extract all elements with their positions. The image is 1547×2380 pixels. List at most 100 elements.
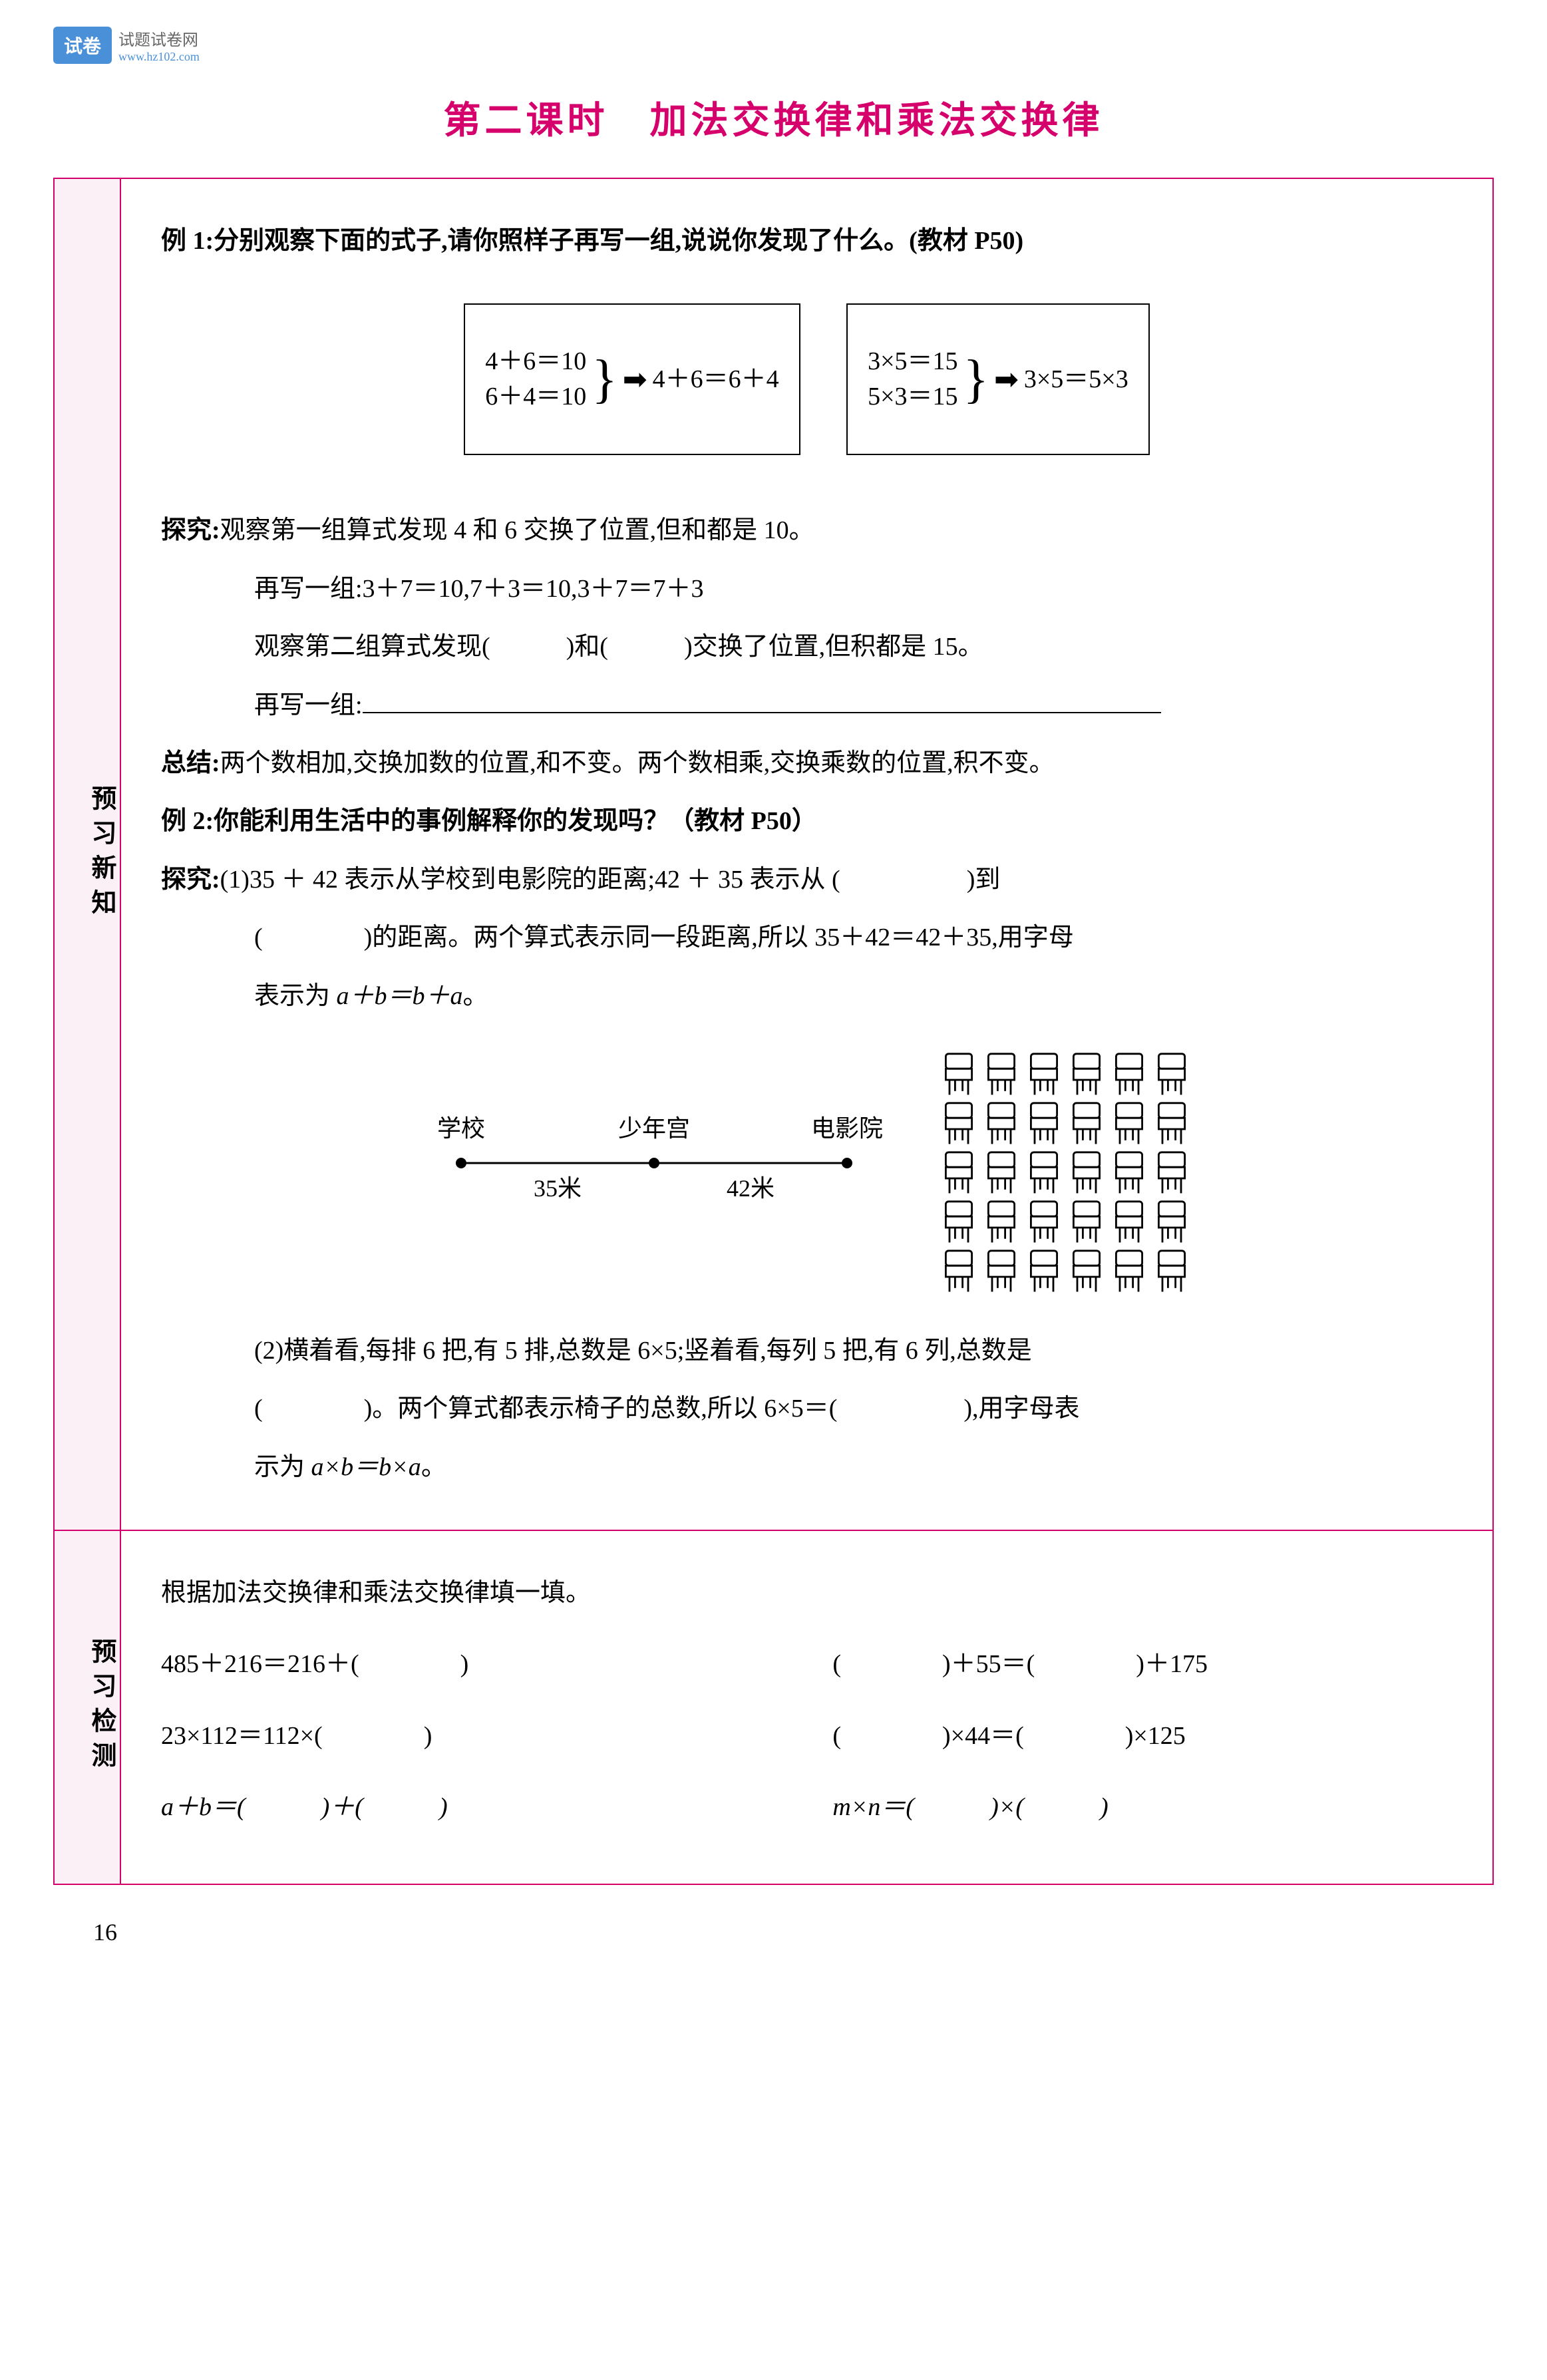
example1-heading: 例 1: (161, 227, 214, 255)
arrow-icon: ➡ (994, 346, 1019, 413)
inquiry2-label: 探究: (161, 866, 220, 894)
part2b: ( )。两个算式都表示椅子的总数,所以 6×5＝( ),用字母表 (161, 1380, 1453, 1438)
header-logo: 试卷 试题试卷网 www.hz102.com (53, 27, 1494, 64)
section-row-preview-new: 预习新知 例 1:分别观察下面的式子,请你照样子再写一组,说说你发现了什么。(教… (54, 178, 1493, 1530)
brace-group-2: 3×5＝15 5×3＝15 } ➡ 3×5＝5×3 (868, 318, 1128, 440)
content-preview-new: 例 1:分别观察下面的式子,请你照样子再写一组,说说你发现了什么。(教材 P50… (120, 178, 1493, 1530)
chair-icon (1068, 1249, 1105, 1293)
brace-icon: } (963, 318, 989, 440)
section-label-preview-test: 预习检测 (54, 1530, 120, 1884)
chair-icon (1025, 1052, 1063, 1096)
part2a: (2)横着看,每排 6 把,有 5 排,总数是 6×5;竖着看,每列 5 把,有… (161, 1322, 1453, 1380)
point3-label: 电影院 (810, 1115, 882, 1142)
main-table: 预习新知 例 1:分别观察下面的式子,请你照样子再写一组,说说你发现了什么。(教… (53, 178, 1494, 1885)
chair-icon (1025, 1101, 1063, 1145)
fill-1-left: 23×112＝112×( ) (161, 1707, 781, 1765)
point2-label: 少年宫 (617, 1115, 689, 1142)
chair-icon (1153, 1101, 1190, 1145)
arrow-icon: ➡ (623, 346, 647, 413)
example2-heading: 例 2: (161, 807, 214, 835)
brace-left-1: 4＋6＝10 6＋4＝10 (485, 344, 586, 415)
diagram-row: 学校 少年宫 电影院 35米 42米 (161, 1052, 1453, 1295)
logo-text-wrap: 试题试卷网 www.hz102.com (118, 27, 200, 64)
chair-icon (1068, 1052, 1105, 1096)
box1-line2: 6＋4＝10 (485, 379, 586, 415)
part1c: ( )的距离。两个算式表示同一段距离,所以 35＋42＝42＋35,用字母 (161, 909, 1453, 967)
formula-box-2: 3×5＝15 5×3＝15 } ➡ 3×5＝5×3 (846, 303, 1150, 455)
summary-text: 两个数相加,交换加数的位置,和不变。两个数相乘,交换乘数的位置,积不变。 (220, 749, 1055, 777)
formula-box-1: 4＋6＝10 6＋4＝10 } ➡ 4＋6＝6＋4 (464, 303, 800, 455)
fill-row-1: 23×112＝112×( ) ( )×44＝( )×125 (161, 1707, 1453, 1765)
chair-icon (940, 1200, 977, 1244)
part1a: (1)35 ＋ 42 表示从学校到电影院的距离;42 ＋ 35 表示从 ( (220, 866, 840, 894)
inquiry2-text: 再写一组:3＋7＝10,7＋3＝10,3＋7＝7＋3 (161, 560, 1453, 618)
chair-icon (1153, 1052, 1190, 1096)
fill-2-right: m×n＝( )×( ) (832, 1779, 1453, 1836)
chair-icon (983, 1150, 1020, 1194)
part1b: )到 (967, 866, 1001, 894)
box1-line1: 4＋6＝10 (485, 344, 586, 379)
chair-icon (1153, 1150, 1190, 1194)
point1-label: 学校 (436, 1115, 484, 1142)
chair-icon (1068, 1101, 1105, 1145)
formula-ab-mult: a×b＝b×a (311, 1453, 421, 1481)
box2-line1: 3×5＝15 (868, 344, 957, 379)
brace-left-2: 3×5＝15 5×3＝15 (868, 344, 957, 415)
chair-icon (983, 1249, 1020, 1293)
formula-boxes: 4＋6＝10 6＋4＝10 } ➡ 4＋6＝6＋4 3×5＝15 5×3＝15 (161, 290, 1453, 468)
chair-icon (1111, 1249, 1148, 1293)
chair-icon (1068, 1200, 1105, 1244)
fill-1-right: ( )×44＝( )×125 (832, 1707, 1453, 1765)
chair-icon (1111, 1150, 1148, 1194)
logo-badge: 试卷 (53, 27, 112, 64)
dist1-label: 35米 (533, 1175, 581, 1202)
chair-icon (1153, 1200, 1190, 1244)
distance-diagram-svg: 学校 少年宫 电影院 35米 42米 (421, 1103, 887, 1223)
blank-line[interactable] (363, 712, 1161, 713)
part2c-wrap: 示为 a×b＝b×a。 (161, 1439, 1453, 1496)
summary-label: 总结: (161, 749, 220, 777)
dist2-label: 42米 (726, 1175, 774, 1202)
logo-text: 试题试卷网 (118, 32, 198, 49)
box1-result: 4＋6＝6＋4 (653, 351, 779, 409)
chair-icon (940, 1052, 977, 1096)
section-row-preview-test: 预习检测 根据加法交换律和乘法交换律填一填。 485＋216＝216＋( ) (… (54, 1530, 1493, 1884)
inquiry-label: 探究: (161, 516, 220, 544)
inquiry3-text: 观察第二组算式发现( )和( )交换了位置,但积都是 15。 (161, 618, 1453, 676)
chair-icon (983, 1052, 1020, 1096)
section-label-preview-new: 预习新知 (54, 178, 120, 1530)
inquiry2-part1-line: 探究:(1)35 ＋ 42 表示从学校到电影院的距离;42 ＋ 35 表示从 (… (161, 851, 1453, 909)
brace-group-1: 4＋6＝10 6＋4＝10 } ➡ 4＋6＝6＋4 (485, 318, 778, 440)
chair-icon (1068, 1150, 1105, 1194)
chair-icon (1111, 1101, 1148, 1145)
box2-result: 3×5＝5×3 (1024, 351, 1128, 409)
chair-icon (940, 1101, 977, 1145)
chair-icon (1025, 1200, 1063, 1244)
page-title: 第二课时 加法交换律和乘法交换律 (53, 90, 1494, 144)
formula-ab: a＋b＝b＋a (337, 982, 463, 1010)
chair-icon (983, 1200, 1020, 1244)
example1-text: 分别观察下面的式子,请你照样子再写一组,说说你发现了什么。(教材 P50) (214, 227, 1023, 255)
example2-line: 例 2:你能利用生活中的事例解释你的发现吗？（教材 P50） (161, 792, 1453, 850)
inquiry1-text: 观察第一组算式发现 4 和 6 交换了位置,但和都是 10。 (220, 516, 814, 544)
logo-url: www.hz102.com (118, 50, 200, 63)
inquiry4-line: 再写一组: (161, 677, 1453, 735)
chair-icon (983, 1101, 1020, 1145)
fill-0-left: 485＋216＝216＋( ) (161, 1635, 781, 1693)
chair-icon (1025, 1249, 1063, 1293)
content-preview-test: 根据加法交换律和乘法交换律填一填。 485＋216＝216＋( ) ( )＋55… (120, 1530, 1493, 1884)
line-diagram: 学校 少年宫 电影院 35米 42米 (421, 1103, 887, 1244)
box2-line2: 5×3＝15 (868, 379, 957, 415)
part1d-wrap: 表示为 a＋b＝b＋a。 (161, 967, 1453, 1025)
fill-row-0: 485＋216＝216＋( ) ( )＋55＝( )＋175 (161, 1635, 1453, 1693)
chair-icon (1153, 1249, 1190, 1293)
summary-line: 总结:两个数相加,交换加数的位置,和不变。两个数相乘,交换乘数的位置,积不变。 (161, 735, 1453, 792)
chair-grid (940, 1052, 1193, 1295)
chair-icon (1111, 1200, 1148, 1244)
example2-text: 你能利用生活中的事例解释你的发现吗？（教材 P50） (214, 807, 817, 835)
brace-icon: } (592, 318, 617, 440)
inquiry1-line: 探究:观察第一组算式发现 4 和 6 交换了位置,但和都是 10。 (161, 502, 1453, 560)
test-intro: 根据加法交换律和乘法交换律填一填。 (161, 1564, 1453, 1622)
fill-0-right: ( )＋55＝( )＋175 (832, 1635, 1453, 1693)
chair-icon (1025, 1150, 1063, 1194)
